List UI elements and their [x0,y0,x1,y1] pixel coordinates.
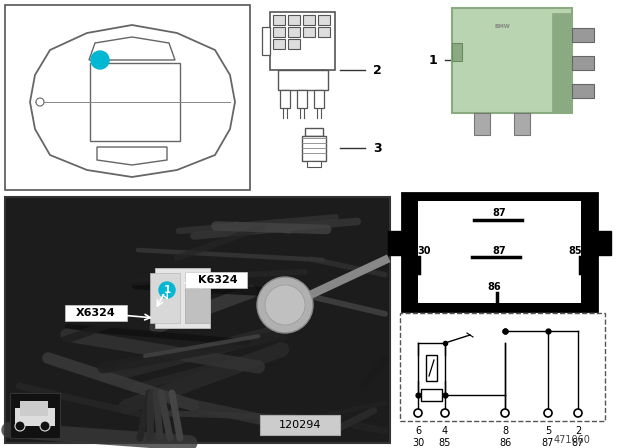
Circle shape [441,409,449,417]
Circle shape [159,282,175,298]
Bar [421,389,442,401]
Circle shape [257,277,313,333]
Bar [5,197,390,443]
Bar [596,231,611,255]
Bar [278,70,328,90]
Text: 471060: 471060 [553,435,590,445]
Text: 87: 87 [542,438,554,448]
Bar [273,15,285,25]
Bar [388,231,403,255]
Text: 1: 1 [163,285,171,295]
Circle shape [15,421,25,431]
Text: 87: 87 [492,246,506,256]
Polygon shape [30,25,235,177]
Text: 86: 86 [487,282,501,292]
Bar [303,15,315,25]
Bar [10,393,60,438]
Circle shape [414,409,422,417]
Bar [150,273,180,323]
Bar [314,90,324,108]
Bar [5,5,250,190]
Circle shape [574,409,582,417]
Text: 8: 8 [502,426,508,436]
Bar [65,305,127,321]
Bar [418,201,581,303]
Bar [280,90,290,108]
Bar [20,401,48,416]
Text: 87: 87 [572,438,584,448]
Bar [90,63,180,141]
Text: 4: 4 [442,426,448,436]
Text: X6324: X6324 [76,308,116,318]
Bar [303,27,315,37]
Text: 87: 87 [492,208,506,218]
Bar [400,313,605,421]
Bar [288,39,300,49]
Bar [514,113,530,135]
Bar [572,28,594,42]
Text: 85: 85 [439,438,451,448]
Bar [185,272,247,288]
Circle shape [265,285,305,325]
Bar [305,128,323,136]
Bar [426,355,437,381]
Bar [318,27,330,37]
Bar [155,268,210,328]
Text: 85: 85 [568,246,582,256]
Bar [402,193,597,311]
Bar [572,84,594,98]
Circle shape [40,421,50,431]
Circle shape [501,409,509,417]
Bar [273,39,285,49]
Bar [552,13,572,113]
Text: BMW: BMW [494,23,510,29]
Text: 1: 1 [96,55,104,65]
Bar [302,136,326,161]
Text: 30: 30 [417,246,431,256]
Text: 120294: 120294 [279,420,321,430]
Text: K6324: K6324 [198,275,238,285]
Bar [452,43,462,61]
Polygon shape [97,147,167,165]
Bar [474,113,490,135]
Text: 5: 5 [545,426,551,436]
Bar [318,15,330,25]
Bar [270,12,335,70]
Bar [288,15,300,25]
Bar [288,27,300,37]
Bar [262,27,270,55]
Circle shape [544,409,552,417]
Text: 86: 86 [499,438,511,448]
Bar [273,27,285,37]
Bar [185,273,210,323]
Text: 6: 6 [415,426,421,436]
Bar [572,56,594,70]
Text: 1: 1 [428,53,437,66]
Bar [452,8,572,113]
Bar [307,161,321,167]
Text: 2: 2 [575,426,581,436]
Text: 3: 3 [373,142,381,155]
Text: 2: 2 [373,64,381,77]
Circle shape [91,51,109,69]
Circle shape [36,98,44,106]
Polygon shape [89,37,175,60]
Bar [15,408,55,426]
Text: 30: 30 [412,438,424,448]
Bar [260,415,340,435]
Bar [297,90,307,108]
